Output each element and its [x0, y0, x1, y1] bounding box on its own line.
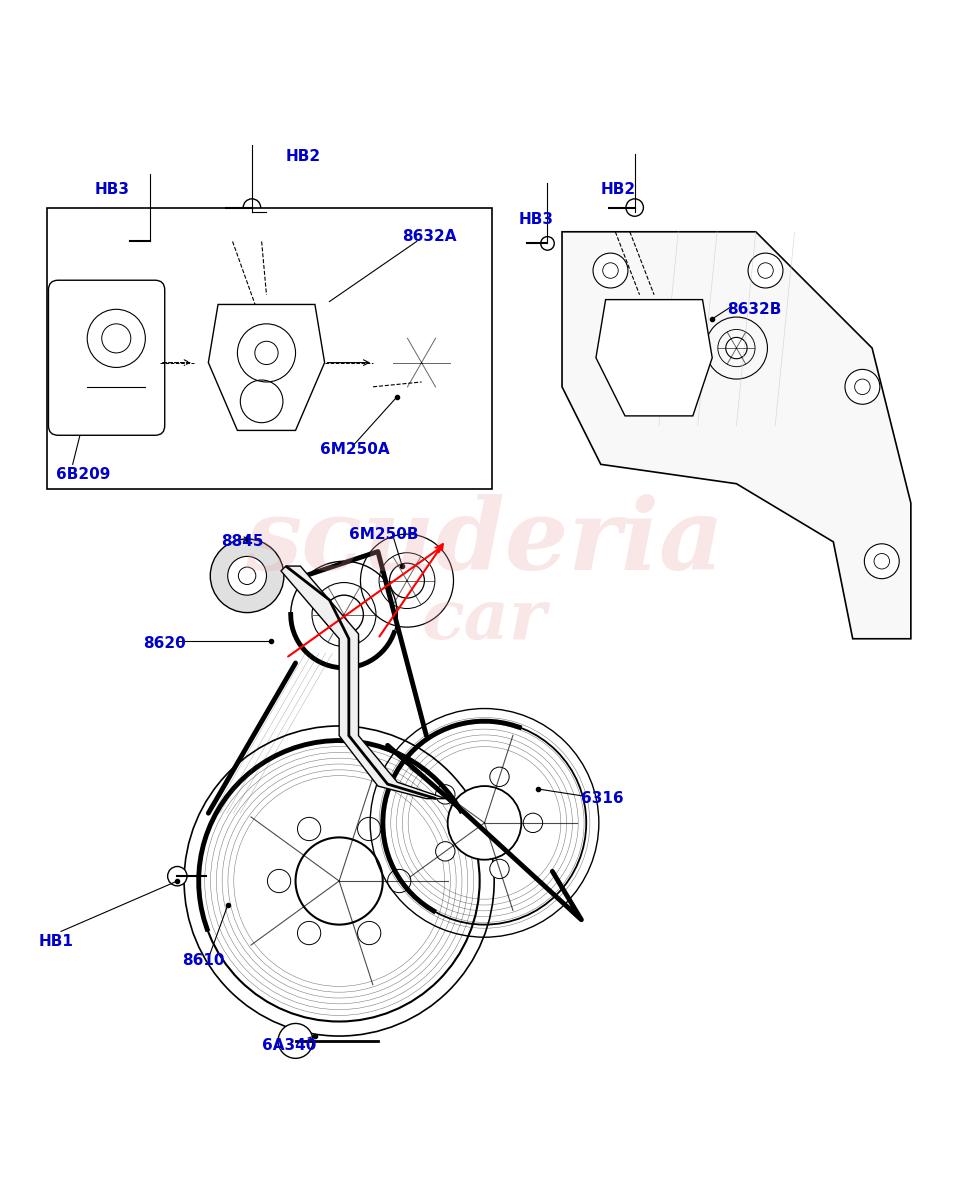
Polygon shape: [281, 566, 446, 799]
Circle shape: [845, 370, 880, 404]
Circle shape: [404, 346, 439, 380]
Circle shape: [645, 354, 672, 382]
Text: 8632A: 8632A: [402, 229, 456, 244]
Circle shape: [593, 253, 628, 288]
Text: HB2: HB2: [286, 149, 321, 163]
Circle shape: [143, 235, 157, 248]
Circle shape: [296, 838, 383, 925]
Text: 6A340: 6A340: [262, 1038, 316, 1054]
Circle shape: [489, 767, 509, 786]
Circle shape: [864, 544, 899, 578]
Text: 8620: 8620: [143, 636, 186, 652]
Text: HB2: HB2: [601, 181, 636, 197]
Circle shape: [210, 539, 284, 612]
Text: HB1: HB1: [39, 934, 74, 948]
FancyBboxPatch shape: [48, 281, 165, 436]
Circle shape: [325, 595, 363, 634]
Circle shape: [726, 337, 747, 359]
Circle shape: [243, 199, 261, 216]
Circle shape: [168, 866, 187, 886]
Polygon shape: [596, 300, 712, 416]
Text: 6B209: 6B209: [56, 467, 110, 481]
Text: 8845: 8845: [221, 534, 264, 550]
Text: 8632B: 8632B: [727, 301, 781, 317]
Circle shape: [489, 859, 509, 878]
Text: 6M250A: 6M250A: [320, 443, 390, 457]
Circle shape: [267, 869, 291, 893]
Circle shape: [523, 814, 543, 833]
Text: 8610: 8610: [182, 953, 225, 968]
Polygon shape: [562, 232, 911, 638]
Circle shape: [297, 817, 321, 841]
Circle shape: [448, 786, 521, 859]
Text: HB3: HB3: [518, 211, 553, 227]
Text: 6316: 6316: [581, 791, 624, 806]
Circle shape: [297, 922, 321, 944]
Circle shape: [358, 817, 381, 841]
Polygon shape: [208, 305, 325, 431]
Circle shape: [748, 253, 783, 288]
Bar: [47, 208, 492, 488]
Circle shape: [358, 922, 381, 944]
Circle shape: [278, 1024, 313, 1058]
Circle shape: [390, 563, 424, 598]
Circle shape: [436, 785, 455, 804]
Text: HB3: HB3: [95, 181, 130, 197]
Circle shape: [436, 841, 455, 862]
Circle shape: [388, 869, 411, 893]
Circle shape: [626, 199, 643, 216]
Circle shape: [228, 557, 266, 595]
Text: 6M250B: 6M250B: [349, 527, 419, 541]
Text: car: car: [422, 586, 547, 653]
Text: scuderia: scuderia: [245, 493, 724, 590]
Circle shape: [541, 236, 554, 250]
